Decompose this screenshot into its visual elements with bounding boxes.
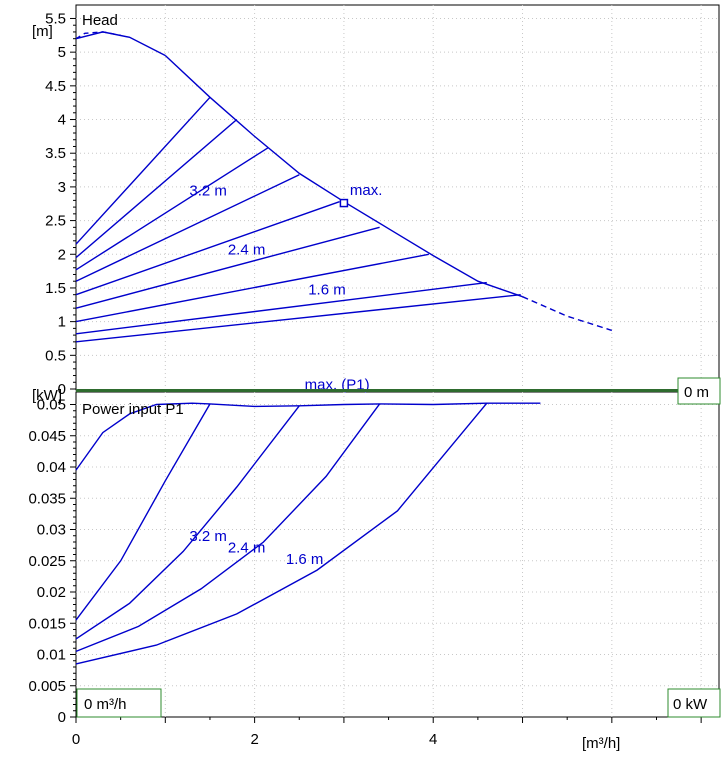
power-curve-annotation: 1.6 m	[286, 551, 324, 568]
power-max-curve	[75, 402, 541, 471]
head-y-tick-label: 0.5	[45, 347, 66, 364]
power-curve-annotation: 2.4 m	[228, 540, 266, 557]
head-system-curve	[75, 201, 340, 296]
power-y-tick-label: 0.035	[28, 490, 66, 507]
head-curve-annotation: 1.6 m	[308, 282, 346, 299]
head-curve-annotation: 2.4 m	[228, 241, 266, 258]
head-system-curve	[75, 253, 429, 323]
head-y-unit: [m]	[32, 23, 53, 40]
power-y-tick-label: 0.03	[37, 522, 66, 539]
head-system-curve	[75, 96, 211, 245]
x-unit: [m³/h]	[582, 735, 620, 752]
x-tick-label: 0	[72, 731, 80, 748]
head-system-curve	[75, 226, 380, 309]
power-plot-frame	[75, 391, 720, 718]
head-y-tick-label: 0	[58, 381, 66, 398]
head-y-tick-label: 5.5	[45, 10, 66, 27]
x-tick-label: 2	[250, 731, 258, 748]
axes: 0 2 4 0 0.5 1 1.5 2 2.5 3 3.5 4 4.5 5 5.5 0 0.005 0.01 0.0…	[28, 10, 702, 748]
power-plot-title: Power input P1	[82, 401, 184, 418]
grid-lines	[76, 5, 719, 717]
flow-corner-label: 0 m³/h	[84, 696, 127, 713]
power-curve-annotation: 3.2 m	[189, 528, 227, 545]
head-y-tick-label: 3.5	[45, 145, 66, 162]
power-y-tick-label: 0.05	[37, 397, 66, 414]
head-corner-label: 0 m	[684, 384, 709, 401]
flow-corner-box	[76, 688, 162, 718]
head-y-tick-label: 3	[58, 179, 66, 196]
head-y-tick-label: 2.5	[45, 213, 66, 230]
head-system-curve	[75, 118, 238, 259]
head-y-tick-label: 1	[58, 314, 66, 331]
head-max-curve-dashed-end	[522, 296, 613, 332]
head-y-tick-label: 4	[58, 112, 66, 129]
head-max-point-marker	[339, 198, 349, 208]
power-y-unit: [kW]	[32, 387, 62, 404]
head-system-curve	[75, 174, 300, 282]
head-max-point-label: max.	[350, 182, 383, 199]
power-system-curve	[75, 403, 211, 621]
head-system-curve	[75, 281, 487, 335]
head-max-curve	[164, 54, 523, 298]
head-plot-title: Head	[82, 12, 118, 29]
power-y-tick-label: 0.01	[37, 647, 66, 664]
power-y-tick-label: 0.025	[28, 553, 66, 570]
power-corner-label: 0 kW	[673, 696, 708, 713]
power-system-curve	[75, 402, 488, 665]
power-y-tick-label: 0.045	[28, 428, 66, 445]
power-y-tick-label: 0.015	[28, 615, 66, 632]
power-y-tick-label: 0.02	[37, 584, 66, 601]
head-system-curve	[75, 294, 521, 343]
head-system-curve	[75, 147, 269, 271]
head-y-tick-label: 2	[58, 246, 66, 263]
head-y-tick-label: 1.5	[45, 280, 66, 297]
x-tick-label: 4	[429, 731, 437, 748]
power-system-curve	[75, 403, 381, 653]
head-corner-box	[677, 377, 721, 405]
power-system-curve	[75, 405, 300, 640]
head-curve-annotation: 3.2 m	[189, 183, 227, 200]
power-corner-box	[667, 688, 721, 718]
power-y-tick-label: 0.005	[28, 678, 66, 695]
head-y-tick-label: 5	[58, 44, 66, 61]
head-y-tick-label: 4.5	[45, 78, 66, 95]
power-y-tick-label: 0.04	[37, 459, 66, 476]
head-max-curve-left	[75, 31, 166, 57]
power-y-tick-label: 0	[58, 709, 66, 726]
